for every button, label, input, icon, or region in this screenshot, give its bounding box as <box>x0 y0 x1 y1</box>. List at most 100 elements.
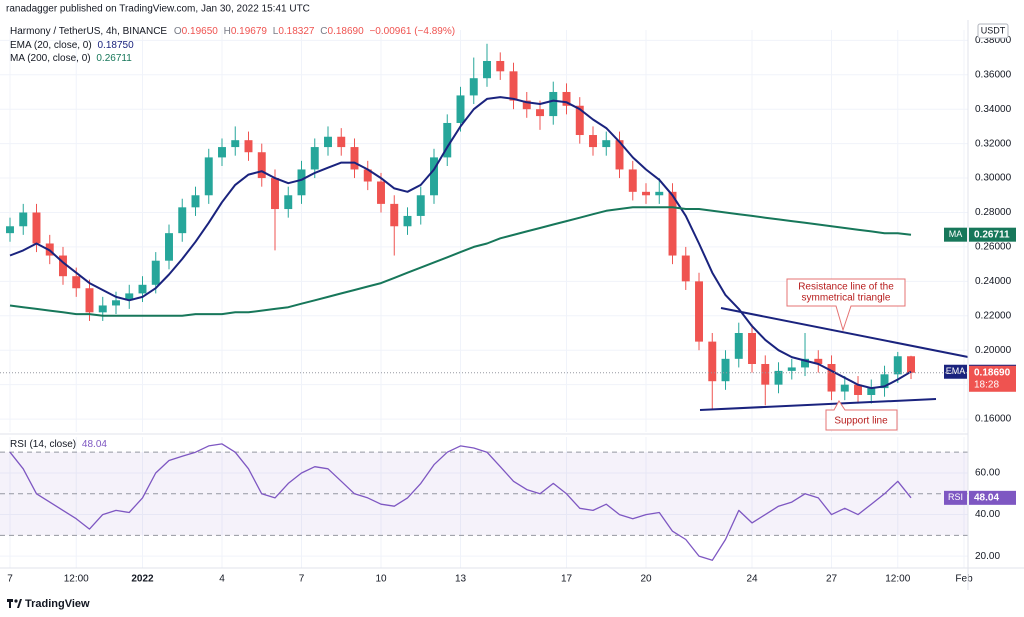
brand-logo <box>7 599 22 608</box>
candle-body <box>840 384 849 392</box>
candle-body <box>324 136 332 148</box>
value-box <box>969 227 1016 242</box>
quote-value: 0.19679 <box>231 26 268 37</box>
y-tick-label: 60.00 <box>975 468 1000 479</box>
candle-body <box>721 358 730 382</box>
candle-body <box>827 363 836 392</box>
y-tick-label: 40.00 <box>975 509 1000 520</box>
candle-body <box>787 367 796 371</box>
candle-body <box>112 300 120 306</box>
y-tick-label: 0.28000 <box>975 207 1012 218</box>
candle-body <box>483 60 491 79</box>
candle-body <box>562 91 571 106</box>
tag-name: EMA <box>946 366 966 376</box>
countdown: 18:28 <box>974 379 999 390</box>
candle-body <box>377 181 385 204</box>
resistance-callout-text: symmetrical triangle <box>802 293 891 304</box>
candle-body <box>416 195 425 216</box>
candle-body <box>350 147 359 170</box>
legend-name: RSI (14, close) <box>10 439 76 450</box>
tag-box <box>944 364 967 379</box>
candle-body <box>549 91 558 117</box>
candle-body <box>496 60 505 72</box>
support-callout <box>825 400 898 431</box>
quote-value: 0.18690 <box>328 26 365 37</box>
y-tick-label: 0.22000 <box>975 310 1012 321</box>
candle-body <box>734 333 743 359</box>
candle-body <box>854 384 862 395</box>
quote-label: L <box>273 26 279 37</box>
quote-change: −0.00961 (−4.89%) <box>369 26 455 37</box>
resistance-trendline <box>720 307 969 358</box>
candle-body <box>536 109 544 117</box>
candle-body <box>893 356 902 375</box>
published-line: ranadagger published on TradingView.com,… <box>6 4 310 15</box>
candle-body <box>628 169 637 192</box>
resistance-callout <box>786 278 906 332</box>
candle-body <box>165 233 173 261</box>
y-tick-label: 0.16000 <box>975 414 1012 425</box>
candle-body <box>72 276 81 289</box>
x-tick-label: 17 <box>561 574 573 585</box>
candle-body <box>708 341 717 382</box>
candle-body <box>801 358 809 368</box>
candle-body <box>138 284 147 294</box>
candle-body <box>390 203 399 227</box>
value-box <box>969 490 1016 505</box>
quote-label: O <box>174 26 182 37</box>
candle-body <box>125 293 134 301</box>
candle-body <box>443 122 452 158</box>
x-tick-label: 20 <box>640 574 652 585</box>
x-tick-label: 12:00 <box>885 574 910 585</box>
y-tick-label: 20.00 <box>975 551 1000 562</box>
candle-body <box>284 195 293 210</box>
candle-body <box>509 71 518 101</box>
candle-body <box>681 255 690 282</box>
last-price-label: 0.18690 <box>974 367 1011 378</box>
last-price-box <box>969 365 1016 392</box>
candle-body <box>19 212 28 227</box>
support-callout-text: Support line <box>834 416 888 427</box>
quote-value: 0.18327 <box>278 26 315 37</box>
candle-body <box>297 169 306 196</box>
candle-body <box>589 135 597 148</box>
candle-body <box>403 215 412 227</box>
legend-value: 0.18750 <box>97 40 134 51</box>
y-tick-label: 0.24000 <box>975 276 1012 287</box>
candle-body <box>456 95 465 123</box>
candle-body <box>85 288 94 313</box>
resistance-callout-text: Resistance line of the <box>798 282 894 293</box>
y-tick-label: 0.26000 <box>975 242 1012 253</box>
x-tick-label: 12:00 <box>64 574 89 585</box>
candle-body <box>469 78 478 96</box>
candle-body <box>814 358 823 364</box>
x-tick-label: 13 <box>455 574 467 585</box>
x-tick-label: 7 <box>7 574 13 585</box>
symbol: Harmony / TetherUS, 4h, BINANCE <box>10 26 167 37</box>
brand: TradingView <box>25 598 90 610</box>
candle-body <box>59 255 67 277</box>
candle-body <box>748 333 756 364</box>
value-label: 48.04 <box>974 492 999 503</box>
candle-body <box>522 100 531 110</box>
x-tick-label: Feb <box>955 574 973 585</box>
candle-body <box>695 281 703 342</box>
legend-ema: EMA (20, close, 0) 0.18750 <box>10 40 134 51</box>
candle-body <box>774 370 783 385</box>
candle-body <box>178 207 187 234</box>
y-tick-label: 0.30000 <box>975 173 1012 184</box>
candle-body <box>668 191 677 256</box>
candle-body <box>310 147 319 170</box>
candle-body <box>231 140 240 148</box>
legend-value: 48.04 <box>82 439 107 450</box>
quote-label: C <box>320 26 327 37</box>
candle-body <box>244 140 253 153</box>
series-line <box>9 443 912 561</box>
candle-body <box>575 105 584 136</box>
currency-box[interactable] <box>977 23 1009 39</box>
currency: USDT <box>981 25 1006 35</box>
